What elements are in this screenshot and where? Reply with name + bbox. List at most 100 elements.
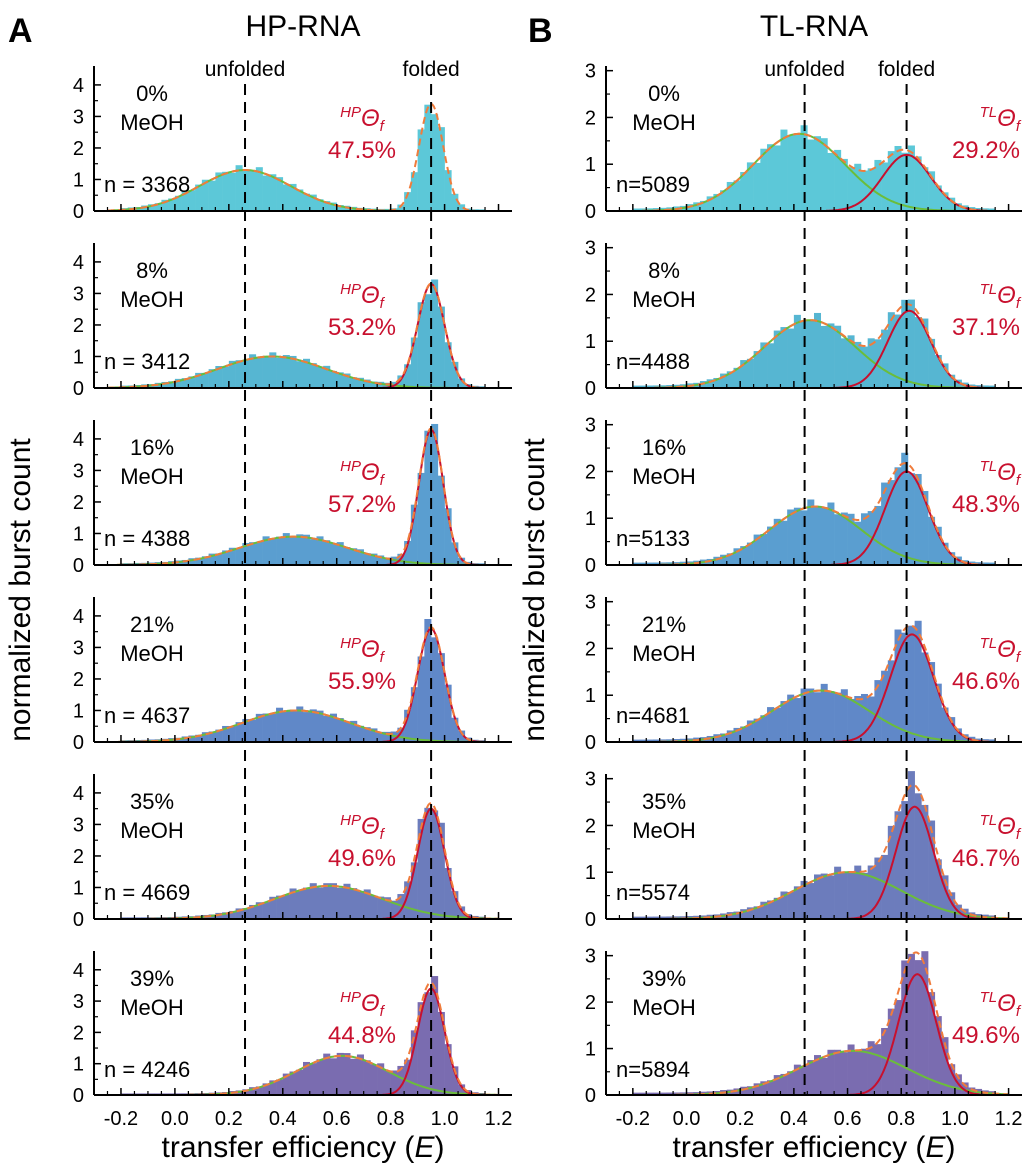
y-tick-label: 3 <box>585 61 596 83</box>
histogram-bar <box>242 170 250 211</box>
histogram-bar <box>276 536 284 565</box>
histogram-bar <box>746 358 754 388</box>
histogram-bar <box>451 361 459 388</box>
histogram-bar <box>309 709 317 742</box>
theta-folded-symbol: HPΘf <box>340 104 386 135</box>
histogram-bar <box>787 891 795 919</box>
histogram-bar <box>431 810 439 919</box>
histogram-bar <box>390 900 398 919</box>
burst-count-label: n=5894 <box>616 1057 690 1082</box>
histogram-bar <box>646 562 654 565</box>
histogram-bar <box>659 562 667 565</box>
histogram-bar <box>652 916 660 919</box>
y-tick-label: 2 <box>585 284 596 306</box>
histogram-bar <box>431 279 439 388</box>
histogram-bar <box>228 360 236 388</box>
histogram-bar <box>174 378 182 388</box>
histogram-bar <box>309 194 317 211</box>
theta-folded-value: 55.9% <box>328 668 396 695</box>
panel-title: TL-RNA <box>760 10 868 43</box>
meoh-percent-label: 21% <box>642 612 686 637</box>
histogram-bar <box>767 526 775 565</box>
meoh-unit-label: MeOH <box>120 818 184 843</box>
histogram-bar <box>451 542 459 565</box>
histogram-bar <box>208 180 216 211</box>
histogram-bar <box>767 707 775 742</box>
histogram-bar <box>222 725 230 742</box>
histogram-bar <box>249 1087 257 1095</box>
histogram-bar <box>639 739 647 742</box>
histogram-bar <box>773 145 781 211</box>
histogram-bar <box>404 881 412 919</box>
histogram-bar <box>417 302 425 388</box>
y-tick-label: 1 <box>73 169 84 191</box>
histogram-bar <box>787 328 795 388</box>
histogram-bar <box>437 127 445 211</box>
histogram-bar <box>201 556 209 565</box>
burst-count-label: n = 4388 <box>104 526 190 551</box>
histogram-bar <box>720 733 728 742</box>
y-axis-label: normalized burst count <box>4 438 37 742</box>
histogram-bar <box>323 365 331 388</box>
y-tick-label: 0 <box>73 1085 84 1107</box>
y-tick-label: 4 <box>73 606 84 628</box>
y-tick-label: 4 <box>73 429 84 451</box>
histogram-bar <box>706 379 714 388</box>
histogram-bar <box>632 739 640 742</box>
histogram-bar <box>793 698 801 742</box>
fit-unfolded-line <box>187 1054 498 1096</box>
histogram-bar <box>329 1058 338 1095</box>
histogram-bar <box>874 1044 882 1095</box>
histogram-bar <box>289 1071 297 1095</box>
histogram-bar <box>363 1060 371 1095</box>
histogram-bar <box>646 1092 654 1095</box>
histogram-bar <box>646 916 654 919</box>
histogram-bar <box>424 430 432 565</box>
fit-total-line <box>187 981 498 1096</box>
histogram-bar <box>753 162 761 211</box>
histogram-bar <box>961 1082 969 1095</box>
histogram-bar <box>941 542 949 565</box>
histogram-bar <box>874 505 882 565</box>
histogram-bar <box>390 1070 398 1095</box>
histogram-bar <box>336 372 344 388</box>
histogram-bar <box>713 734 721 742</box>
histogram-bar <box>934 1016 942 1095</box>
histogram-bar <box>356 725 364 742</box>
histogram-bar <box>410 172 418 211</box>
histogram-bar <box>632 916 640 919</box>
histogram-bar <box>827 1049 835 1095</box>
histogram-bar <box>316 536 324 565</box>
histogram-bar <box>201 372 209 388</box>
histogram-bar <box>215 729 223 742</box>
histogram-bar <box>874 159 882 211</box>
histogram-bar <box>793 886 801 919</box>
histogram-bar <box>195 372 203 388</box>
histogram-bar <box>255 167 263 211</box>
histogram-bar <box>948 374 956 388</box>
fit-total-line <box>661 462 985 566</box>
histogram-bar <box>289 183 297 211</box>
histogram-bar <box>417 656 425 742</box>
histogram-bar <box>195 734 203 742</box>
histogram-bar <box>847 513 855 565</box>
histogram-bar <box>934 185 942 211</box>
y-tick-label: 2 <box>73 138 84 160</box>
theta-folded-symbol: TLΘf <box>980 104 1022 135</box>
folded-label: folded <box>402 58 459 81</box>
x-tick-label: -0.2 <box>616 1108 650 1130</box>
histogram-bar <box>316 1059 324 1095</box>
histogram-bar <box>242 719 250 742</box>
histogram-bar <box>713 377 721 388</box>
histogram-bar <box>444 1044 452 1095</box>
histogram-bar <box>807 320 815 388</box>
histogram-bar <box>181 190 189 211</box>
histogram-bar <box>444 867 452 919</box>
histogram-bar <box>907 473 915 565</box>
histogram-bar <box>255 1086 263 1095</box>
histogram-bar <box>404 364 412 388</box>
histogram-bar <box>679 1092 687 1095</box>
histogram-bar <box>296 1069 304 1095</box>
